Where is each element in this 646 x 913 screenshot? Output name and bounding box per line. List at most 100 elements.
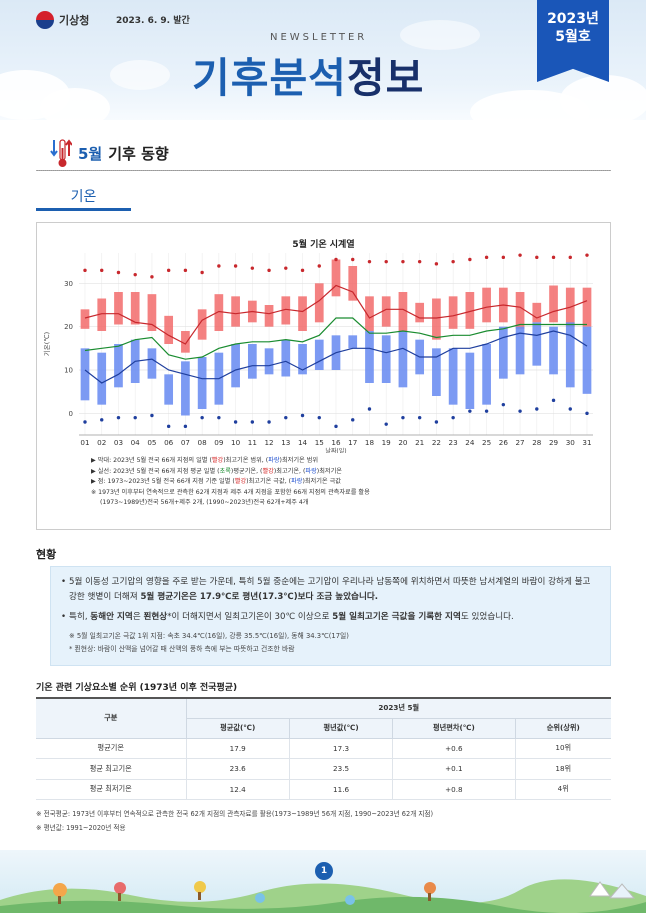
max-temp-range-bar xyxy=(465,292,475,329)
section-title-month: 5월 xyxy=(78,144,103,163)
max-temp-range-bar xyxy=(114,292,123,325)
max-extreme-dot xyxy=(367,259,372,264)
min-extreme-dot xyxy=(367,407,372,411)
max-temp-range-bar xyxy=(331,259,341,297)
min-temp-range-bar xyxy=(231,344,240,388)
max-temp-range-bar xyxy=(97,298,107,331)
legend-dots: ▶ 점: 1973~2023년 5월 전국 66개 지점 기준 일별 (빨강)최… xyxy=(91,478,341,485)
min-temp-range-bar xyxy=(197,357,207,409)
x-tick-label: 17 xyxy=(348,438,357,447)
x-tick-label: 10 xyxy=(231,438,241,447)
min-temp-line xyxy=(84,330,588,384)
table-row: 평균 최고기온 23.6 23.5 +0.1 18위 xyxy=(36,758,611,780)
x-tick-label: 14 xyxy=(298,438,308,447)
max-extreme-dot xyxy=(468,257,472,262)
min-extreme-dot xyxy=(217,415,221,420)
max-temp-range-bar xyxy=(214,294,224,331)
max-temp-range-bar xyxy=(281,296,291,325)
max-extreme-dot xyxy=(250,266,255,270)
footnote-2: ※ 평년값: 1991~2020년 적용 xyxy=(36,824,126,832)
min-temp-range-bar xyxy=(432,348,441,396)
min-temp-range-bar xyxy=(97,352,107,405)
legend-note: ※ 1973년 이후부터 연속적으로 관측한 62개 지점과 제주 4개 지점을… xyxy=(91,488,370,496)
agency-name: 기상청 xyxy=(59,14,90,27)
x-tick-label: 26 xyxy=(499,438,509,447)
x-tick-label: 08 xyxy=(198,438,208,447)
min-temp-range-bar xyxy=(549,326,558,375)
table-row: 평균 최저기온 12.4 11.6 +0.8 4위 xyxy=(36,778,611,800)
issue-date: 2023. 6. 9. 발간 xyxy=(116,16,190,26)
x-tick-label: 21 xyxy=(415,438,424,447)
max-temp-range-bar xyxy=(181,331,190,353)
x-tick-label: 22 xyxy=(432,438,441,447)
min-extreme-dot xyxy=(267,420,271,424)
issue-ribbon: 2023년 5월호 xyxy=(537,0,609,82)
max-extreme-dot xyxy=(133,272,137,277)
max-temp-range-bar xyxy=(365,296,374,331)
min-extreme-dot xyxy=(300,413,305,418)
min-temp-range-bar xyxy=(381,335,391,383)
ranking-table: 구분 2023년 5월 평균값(℃) 평년값(℃) 평년편차(℃) 순위(상위)… xyxy=(36,697,611,800)
max-temp-range-bar xyxy=(532,302,542,323)
max-extreme-dot xyxy=(183,268,188,273)
max-temp-range-bar xyxy=(80,309,90,329)
max-extreme-dot xyxy=(217,264,221,268)
y-tick-label: 20 xyxy=(64,323,73,331)
min-temp-range-bar xyxy=(565,322,575,388)
min-extreme-dot xyxy=(284,415,288,420)
min-temp-range-bar xyxy=(582,326,592,394)
max-extreme-dot xyxy=(334,257,338,262)
min-temp-range-bar xyxy=(314,339,324,370)
max-temp-range-bar xyxy=(147,294,157,331)
table-row: 평균기온 17.9 17.3 +0.6 10위 xyxy=(36,737,611,759)
min-extreme-dot xyxy=(150,413,154,418)
min-extreme-dot xyxy=(551,398,556,403)
max-temp-range-bar xyxy=(130,292,140,325)
max-extreme-dot xyxy=(267,268,271,273)
max-extreme-dot xyxy=(150,275,154,279)
table-header: 평균값(℃) xyxy=(186,717,290,739)
min-extreme-dot xyxy=(317,415,321,420)
max-temp-range-bar xyxy=(264,305,274,327)
min-temp-range-bar xyxy=(365,331,374,383)
section-title-text: 기후 동향 xyxy=(108,144,169,163)
current-heading: 현황 xyxy=(36,548,57,561)
min-temp-range-bar xyxy=(448,348,458,405)
max-extreme-dot xyxy=(116,270,121,275)
newsletter-title: 기후분석정보 xyxy=(192,44,424,104)
max-temp-range-bar xyxy=(398,292,408,331)
page-number: 1 xyxy=(315,862,333,880)
max-extreme-dot xyxy=(284,266,288,270)
temperature-chart: 0 10 20 30 01 02 03 04 05 06 07 08 09 10 11 12 13 14 15 16 1… xyxy=(42,253,593,453)
x-tick-label: 18 xyxy=(365,438,375,447)
min-extreme-dot xyxy=(468,409,472,413)
min-temp-range-bar xyxy=(147,348,157,379)
min-extreme-dot xyxy=(334,424,338,429)
thermometer-icon xyxy=(50,139,72,167)
min-temp-range-bar xyxy=(532,322,542,366)
min-temp-range-bar xyxy=(164,374,174,405)
x-tick-label: 28 xyxy=(532,438,542,447)
x-tick-label: 12 xyxy=(264,438,273,447)
max-extreme-dot xyxy=(518,253,522,257)
max-extreme-dot xyxy=(401,259,405,264)
min-temp-range-bar xyxy=(515,326,525,375)
max-temp-range-bar xyxy=(197,309,207,340)
max-extreme-dot xyxy=(535,255,539,260)
temperature-chart-box: 5월 기온 시계열 0 10 20 30 01 02 03 04 05 06 07 08 09 10 11 1… xyxy=(36,222,611,530)
subtab-underline xyxy=(36,208,131,211)
x-tick-label: 01 xyxy=(80,438,89,447)
landscape-illustration xyxy=(0,879,646,913)
min-temp-range-bar xyxy=(398,331,408,388)
min-extreme-dot xyxy=(568,407,572,411)
min-extreme-dot xyxy=(401,415,405,420)
min-temp-range-bar xyxy=(114,344,123,388)
x-tick-label: 20 xyxy=(398,438,408,447)
chart-legend: ▶ 막대: 2023년 5월 전국 66개 지점의 일별 (빨강)최고기온 범위… xyxy=(91,456,370,509)
x-tick-label: 13 xyxy=(281,438,290,447)
max-extreme-dot xyxy=(551,255,556,260)
max-extreme-dot xyxy=(300,268,305,273)
max-extreme-dot xyxy=(351,257,355,262)
table-title: 기온 관련 기상요소별 순위 (1973년 이후 전국평균) xyxy=(36,683,238,693)
max-extreme-dot xyxy=(417,259,422,264)
